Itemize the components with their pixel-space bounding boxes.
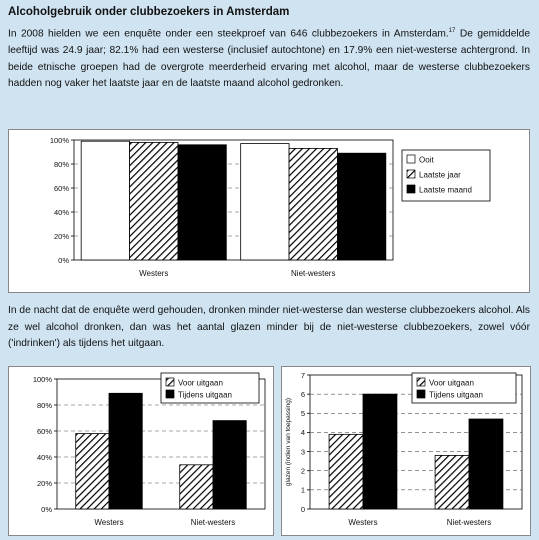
y-tick-label: 6 bbox=[301, 390, 305, 399]
legend-label: Voor uitgaan bbox=[429, 379, 474, 388]
bar bbox=[75, 433, 110, 510]
x-tick-label: Niet-westers bbox=[291, 269, 335, 278]
bar bbox=[177, 144, 227, 261]
second-paragraph: In de nacht dat de enquête werd gehouden… bbox=[8, 305, 530, 350]
y-tick-label: 4 bbox=[301, 428, 305, 437]
bar bbox=[328, 433, 364, 510]
legend-label: Laatste jaar bbox=[419, 171, 461, 180]
legend-swatch bbox=[406, 154, 416, 164]
bar bbox=[108, 392, 143, 510]
x-tick-label: Niet-westers bbox=[191, 518, 235, 527]
chart-drinking-percent: 0% 20% 40% 60% 80% 100% Westers Niet-westers Voo… bbox=[8, 366, 274, 536]
page-title: Alcoholgebruik onder clubbezoekers in Am… bbox=[8, 6, 290, 18]
y-tick-label: 80% bbox=[37, 401, 52, 410]
bar bbox=[337, 152, 387, 261]
legend-swatch bbox=[406, 184, 416, 194]
bar bbox=[288, 147, 338, 261]
y-tick-label: 60% bbox=[54, 184, 69, 193]
y-tick-label: 80% bbox=[54, 160, 69, 169]
bar bbox=[129, 141, 179, 261]
chart-glasses: 0 1 2 3 4 5 6 7 Westers Niet-westers glazen (indie… bbox=[281, 366, 531, 536]
footnote-ref: 17 bbox=[448, 28, 456, 34]
legend-swatch bbox=[406, 169, 416, 179]
bar bbox=[434, 455, 470, 510]
y-tick-label: 3 bbox=[301, 447, 305, 456]
legend-box bbox=[401, 149, 491, 202]
y-tick-label: 40% bbox=[37, 453, 52, 462]
bar bbox=[212, 420, 247, 510]
legend-swatch bbox=[416, 377, 426, 387]
legend-label: Laatste maand bbox=[419, 186, 472, 195]
chart-experience: 0% 20% 40% 60% 80% 100% Westers Niet-westers Ooi… bbox=[8, 129, 530, 293]
legend-swatch bbox=[165, 377, 175, 387]
bar bbox=[179, 464, 214, 510]
legend-label: Voor uitgaan bbox=[178, 379, 223, 388]
legend-label: Ooit bbox=[419, 156, 434, 165]
y-tick-label: 7 bbox=[301, 371, 305, 380]
y-tick-label: 5 bbox=[301, 409, 305, 418]
x-tick-label: Westers bbox=[94, 518, 123, 527]
legend-box bbox=[411, 372, 517, 404]
chart-experience-svg: 0% 20% 40% 60% 80% 100% Westers Niet-westers Ooi… bbox=[50, 136, 491, 278]
y-tick-label: 20% bbox=[54, 232, 69, 241]
y-tick-label: 1 bbox=[301, 486, 305, 495]
x-tick-label: Westers bbox=[348, 518, 377, 527]
legend-swatch bbox=[416, 389, 426, 399]
bar bbox=[240, 143, 290, 261]
x-tick-label: Niet-westers bbox=[447, 518, 491, 527]
bar bbox=[468, 418, 504, 510]
x-tick-label: Westers bbox=[139, 269, 168, 278]
legend-box bbox=[160, 372, 260, 404]
chart-drinking-percent-svg: 0% 20% 40% 60% 80% 100% Westers Niet-westers Voo… bbox=[33, 372, 266, 527]
bar bbox=[362, 393, 398, 510]
y-tick-label: 100% bbox=[33, 375, 53, 384]
y-tick-label: 60% bbox=[37, 427, 52, 436]
legend-label: Tijdens uitgaan bbox=[429, 391, 483, 400]
y-tick-label: 0% bbox=[41, 505, 52, 514]
intro-line1: In 2008 hielden we een enquête onder een… bbox=[8, 28, 449, 40]
legend-label: Tijdens uitgaan bbox=[178, 391, 232, 400]
legend-swatch bbox=[165, 389, 175, 399]
y-tick-label: 20% bbox=[37, 479, 52, 488]
chart-glasses-svg: 0 1 2 3 4 5 6 7 Westers Niet-westers glazen (indie… bbox=[285, 371, 523, 527]
y-tick-label: 0 bbox=[301, 505, 305, 514]
y-axis-label: glazen (indien van toepassing) bbox=[285, 398, 292, 486]
intro-paragraph: In 2008 hielden we een enquête onder een… bbox=[8, 23, 530, 93]
intro-rest: De gemiddelde leeftijd was 24.9 jaar; 82… bbox=[8, 28, 530, 90]
bar bbox=[80, 140, 130, 261]
y-tick-label: 2 bbox=[301, 467, 305, 476]
y-tick-label: 0% bbox=[58, 256, 69, 265]
y-tick-label: 100% bbox=[50, 136, 70, 145]
y-tick-label: 40% bbox=[54, 208, 69, 217]
